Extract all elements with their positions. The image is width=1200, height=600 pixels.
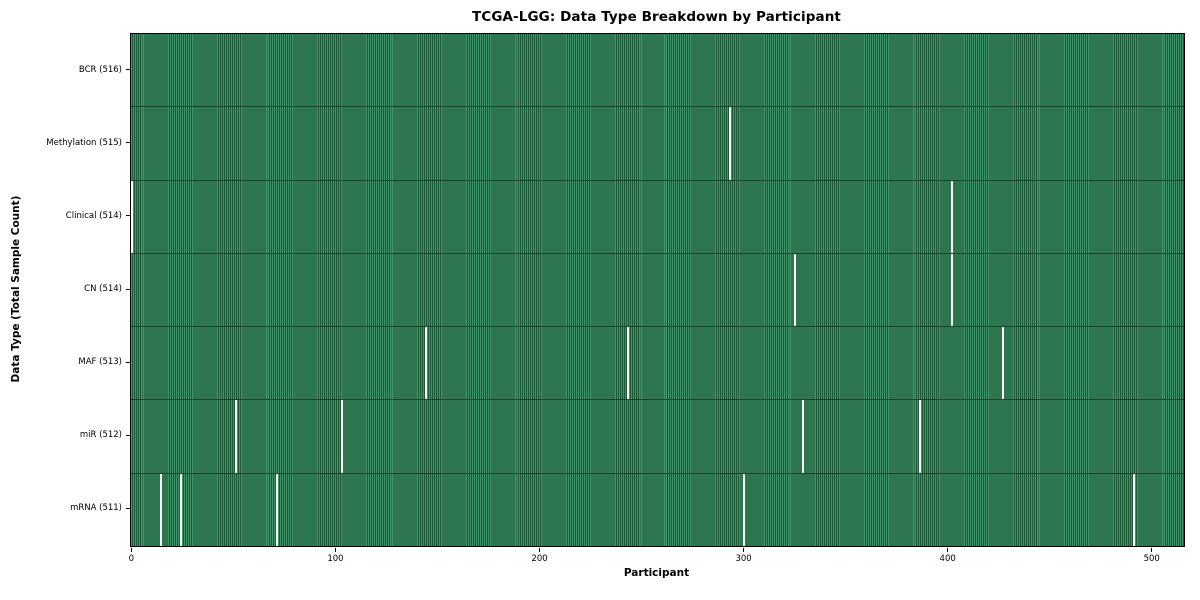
ytick-mark	[126, 361, 130, 363]
chart-title: TCGA-LGG: Data Type Breakdown by Partici…	[472, 9, 841, 25]
xtick-label: 300	[735, 554, 752, 564]
absent-marker	[951, 253, 954, 327]
ytick-label: Methylation (515)	[46, 137, 122, 148]
absent-marker	[918, 400, 921, 473]
absent-marker	[341, 400, 344, 473]
xtick-label: 0	[128, 554, 135, 564]
absent-marker	[728, 107, 731, 180]
xtick-label: 500	[1143, 554, 1160, 564]
absent-marker	[951, 180, 954, 253]
xtick-mark	[539, 547, 541, 552]
ytick-label: MAF (513)	[78, 357, 122, 368]
absent-marker	[159, 473, 162, 546]
absent-marker	[802, 400, 805, 473]
row-mrna	[131, 473, 1184, 546]
ytick-label: BCR (516)	[78, 64, 122, 75]
ytick-mark	[126, 434, 130, 436]
plot-area: Present Absent	[130, 33, 1185, 547]
ytick-mark	[126, 142, 130, 144]
ytick-mark	[126, 288, 130, 290]
xtick-mark	[947, 547, 949, 552]
absent-marker	[424, 327, 427, 400]
ytick-label: mRNA (511)	[70, 503, 122, 514]
xtick-label: 200	[531, 554, 548, 564]
absent-marker	[794, 253, 797, 327]
row-mir	[131, 400, 1184, 474]
absent-marker	[180, 473, 182, 546]
absent-marker	[131, 180, 133, 253]
absent-marker	[235, 400, 238, 473]
absent-marker	[1133, 473, 1135, 546]
ytick-label: CN (514)	[84, 284, 122, 294]
x-axis-title: Participant	[623, 567, 690, 579]
presence-rows	[131, 34, 1184, 546]
row-clinical	[131, 180, 1184, 254]
xtick-mark	[743, 547, 745, 552]
xtick-label: 400	[939, 554, 956, 564]
ytick-mark	[126, 69, 130, 71]
row-methylation	[131, 107, 1184, 181]
xtick-mark	[334, 547, 336, 552]
row-cn	[131, 253, 1184, 328]
xtick-label: 100	[327, 554, 344, 564]
absent-marker	[743, 473, 746, 546]
absent-marker	[626, 327, 629, 400]
xtick-mark	[130, 547, 132, 552]
row-bcr	[131, 34, 1184, 108]
row-maf	[131, 327, 1184, 401]
ytick-mark	[126, 507, 130, 509]
xtick-mark	[1151, 547, 1153, 552]
absent-marker	[275, 473, 278, 546]
ytick-label: Clinical (514)	[65, 210, 122, 221]
ytick-label: miR (512)	[79, 430, 122, 441]
ytick-mark	[126, 215, 130, 217]
absent-marker	[1002, 327, 1005, 400]
